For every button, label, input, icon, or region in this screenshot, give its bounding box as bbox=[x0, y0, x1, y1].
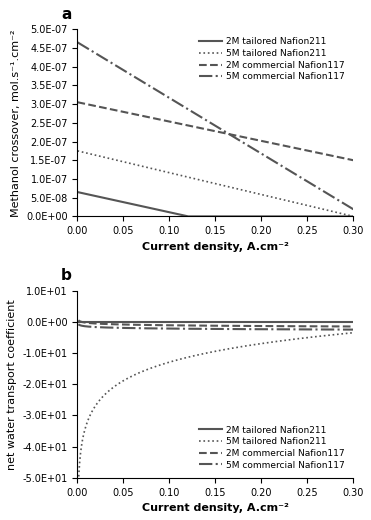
2M tailored Nafion211 bbox=[75, 319, 80, 325]
2M commercial Nafion117 bbox=[351, 323, 355, 330]
X-axis label: Current density, A.cm⁻²: Current density, A.cm⁻² bbox=[142, 503, 289, 513]
5M commercial Nafion117 bbox=[351, 206, 355, 212]
5M commercial Nafion117 bbox=[104, 324, 109, 331]
2M commercial Nafion117 bbox=[197, 322, 202, 329]
2M commercial Nafion117 bbox=[265, 139, 269, 145]
2M commercial Nafion117 bbox=[187, 322, 192, 329]
2M tailored Nafion211 bbox=[197, 319, 201, 325]
5M tailored Nafion211 bbox=[343, 330, 348, 336]
5M commercial Nafion117 bbox=[265, 154, 269, 160]
2M tailored Nafion211 bbox=[187, 319, 191, 325]
5M commercial Nafion117 bbox=[104, 56, 108, 62]
2M tailored Nafion211 bbox=[295, 319, 300, 325]
Line: 2M commercial Nafion117: 2M commercial Nafion117 bbox=[78, 102, 353, 160]
5M commercial Nafion117 bbox=[295, 173, 300, 179]
2M tailored Nafion211 bbox=[197, 213, 201, 219]
Line: 5M tailored Nafion211: 5M tailored Nafion211 bbox=[78, 151, 353, 216]
Y-axis label: net water transport coefficient: net water transport coefficient bbox=[7, 299, 17, 470]
5M tailored Nafion211 bbox=[293, 336, 297, 342]
2M tailored Nafion211 bbox=[265, 319, 269, 325]
5M tailored Nafion211 bbox=[104, 154, 108, 161]
Text: a: a bbox=[62, 7, 72, 22]
5M tailored Nafion211 bbox=[290, 199, 295, 205]
2M tailored Nafion211 bbox=[290, 213, 295, 219]
Line: 2M tailored Nafion211: 2M tailored Nafion211 bbox=[78, 192, 353, 216]
5M commercial Nafion117 bbox=[197, 326, 202, 332]
2M tailored Nafion211 bbox=[186, 213, 190, 219]
2M commercial Nafion117 bbox=[290, 145, 295, 151]
5M tailored Nafion211 bbox=[351, 213, 355, 219]
5M commercial Nafion117 bbox=[187, 326, 192, 332]
5M commercial Nafion117 bbox=[290, 326, 295, 332]
Text: b: b bbox=[61, 268, 72, 283]
2M commercial Nafion117 bbox=[295, 146, 300, 152]
5M commercial Nafion117 bbox=[290, 170, 295, 176]
2M tailored Nafion211 bbox=[187, 213, 191, 219]
2M tailored Nafion211 bbox=[296, 213, 300, 219]
5M commercial Nafion117 bbox=[75, 39, 80, 45]
Y-axis label: Methanol crossover, mol.s⁻¹.cm⁻²: Methanol crossover, mol.s⁻¹.cm⁻² bbox=[10, 29, 20, 216]
2M commercial Nafion117 bbox=[75, 99, 80, 106]
Line: 2M commercial Nafion117: 2M commercial Nafion117 bbox=[78, 320, 353, 327]
2M commercial Nafion117 bbox=[104, 105, 108, 111]
5M tailored Nafion211 bbox=[265, 193, 269, 199]
2M tailored Nafion211 bbox=[104, 195, 108, 201]
5M tailored Nafion211 bbox=[210, 349, 214, 355]
5M tailored Nafion211 bbox=[75, 148, 80, 154]
5M tailored Nafion211 bbox=[203, 350, 207, 357]
5M tailored Nafion211 bbox=[76, 482, 81, 488]
2M tailored Nafion211 bbox=[265, 213, 269, 219]
Line: 5M commercial Nafion117: 5M commercial Nafion117 bbox=[78, 42, 353, 209]
2M commercial Nafion117 bbox=[290, 323, 295, 329]
2M commercial Nafion117 bbox=[197, 125, 201, 131]
5M commercial Nafion117 bbox=[351, 327, 355, 333]
5M tailored Nafion211 bbox=[187, 174, 191, 180]
2M commercial Nafion117 bbox=[187, 123, 191, 129]
2M tailored Nafion211 bbox=[351, 213, 355, 219]
2M tailored Nafion211 bbox=[290, 319, 295, 325]
Legend: 2M tailored Nafion211, 5M tailored Nafion211, 2M commercial Nafion117, 5M commer: 2M tailored Nafion211, 5M tailored Nafio… bbox=[196, 34, 349, 85]
2M tailored Nafion211 bbox=[351, 319, 355, 325]
Line: 5M commercial Nafion117: 5M commercial Nafion117 bbox=[78, 324, 353, 330]
2M tailored Nafion211 bbox=[75, 189, 80, 195]
2M commercial Nafion117 bbox=[104, 321, 109, 327]
5M tailored Nafion211 bbox=[351, 330, 355, 336]
X-axis label: Current density, A.cm⁻²: Current density, A.cm⁻² bbox=[142, 242, 289, 252]
2M tailored Nafion211 bbox=[104, 319, 108, 325]
5M tailored Nafion211 bbox=[90, 408, 95, 414]
2M commercial Nafion117 bbox=[351, 157, 355, 163]
5M tailored Nafion211 bbox=[197, 177, 201, 183]
Line: 5M tailored Nafion211: 5M tailored Nafion211 bbox=[78, 333, 353, 485]
5M commercial Nafion117 bbox=[76, 321, 81, 328]
2M commercial Nafion117 bbox=[76, 317, 81, 323]
5M commercial Nafion117 bbox=[296, 326, 300, 332]
5M commercial Nafion117 bbox=[265, 326, 269, 332]
5M commercial Nafion117 bbox=[197, 113, 201, 119]
5M commercial Nafion117 bbox=[187, 107, 191, 113]
2M commercial Nafion117 bbox=[296, 323, 300, 329]
Legend: 2M tailored Nafion211, 5M tailored Nafion211, 2M commercial Nafion117, 5M commer: 2M tailored Nafion211, 5M tailored Nafio… bbox=[196, 422, 349, 473]
5M tailored Nafion211 bbox=[295, 200, 300, 206]
2M commercial Nafion117 bbox=[265, 323, 269, 329]
5M tailored Nafion211 bbox=[343, 330, 348, 336]
